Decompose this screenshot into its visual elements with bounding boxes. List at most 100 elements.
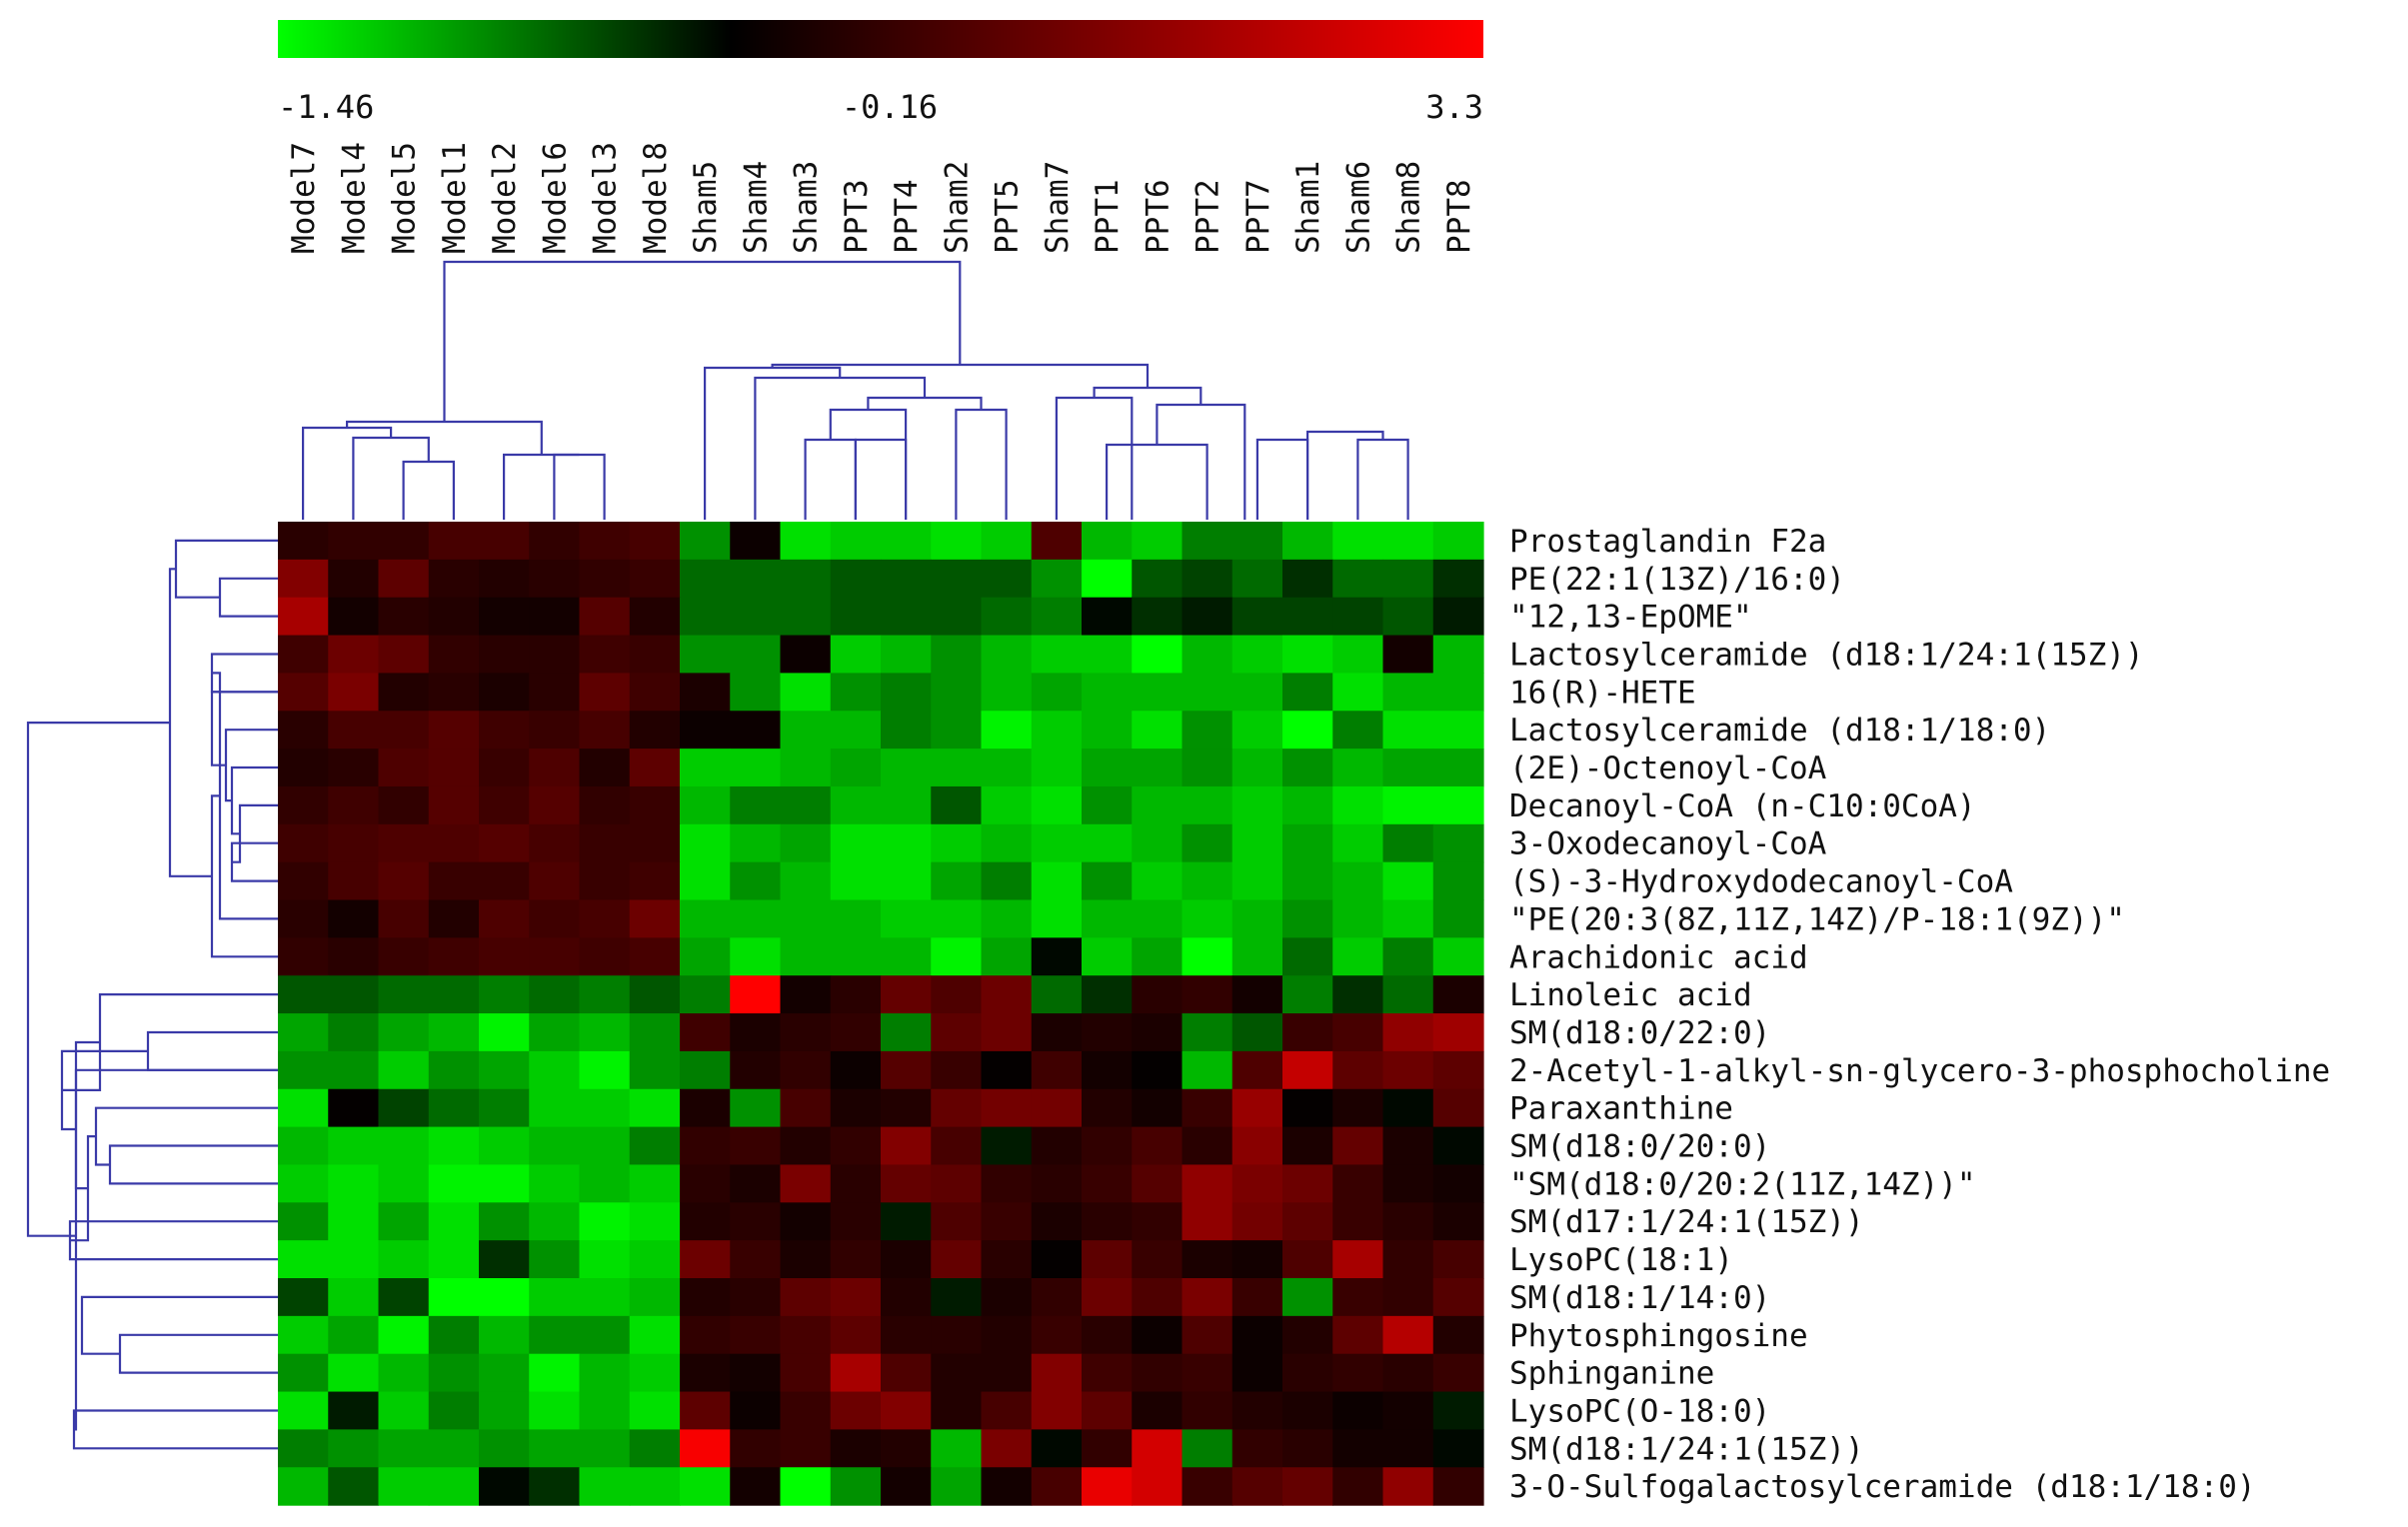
heatmap-cell xyxy=(1082,861,1133,901)
heatmap-cell xyxy=(1382,1164,1434,1203)
heatmap-cell xyxy=(730,673,782,712)
heatmap-cell xyxy=(780,522,832,561)
heatmap-cell xyxy=(1132,1164,1184,1203)
heatmap-cell xyxy=(1031,1240,1083,1279)
column-label: PPT3 xyxy=(839,179,875,254)
heatmap-cell xyxy=(1282,1467,1333,1506)
heatmap-cell xyxy=(881,937,932,976)
heatmap-cell xyxy=(328,1467,380,1506)
heatmap-cell xyxy=(1182,1278,1233,1317)
heatmap-cell xyxy=(1031,711,1083,750)
heatmap-cell xyxy=(278,1391,329,1430)
row-label: Prostaglandin F2a xyxy=(1509,524,1826,560)
heatmap-cell xyxy=(1231,1050,1283,1090)
heatmap-cell xyxy=(931,597,983,637)
heatmap-cell xyxy=(278,1164,329,1203)
heatmap-cell xyxy=(378,673,430,712)
heatmap-cell xyxy=(680,937,731,976)
heatmap-cell xyxy=(1132,749,1184,787)
heatmap-cell xyxy=(428,635,480,674)
heatmap-cell xyxy=(881,559,932,599)
heatmap-cell xyxy=(378,1353,430,1393)
dendrogram-branch xyxy=(80,1295,278,1355)
heatmap-cell xyxy=(579,711,631,750)
column-label: PPT8 xyxy=(1441,179,1477,254)
heatmap-cell xyxy=(1432,711,1484,750)
row-label: Lactosylceramide (d18:1/18:0) xyxy=(1509,713,2050,749)
heatmap-cell xyxy=(780,1353,832,1393)
heatmap-cell xyxy=(680,975,731,1014)
heatmap-cell xyxy=(479,823,530,863)
heatmap-cell xyxy=(680,1126,731,1166)
heatmap-cell xyxy=(328,937,380,976)
heatmap-cell xyxy=(378,1050,430,1090)
heatmap-cell xyxy=(680,673,731,712)
dendrogram-branch xyxy=(94,1106,278,1166)
heatmap-cell xyxy=(1082,635,1133,674)
heatmap-cell xyxy=(1082,823,1133,863)
row-label: Linoleic acid xyxy=(1509,977,1752,1013)
heatmap-cell xyxy=(479,1391,530,1430)
heatmap-cell xyxy=(881,1353,932,1393)
heatmap-cell xyxy=(730,559,782,599)
heatmap-cell xyxy=(1182,1429,1233,1468)
heatmap-cell xyxy=(1432,597,1484,637)
dendrogram-branch xyxy=(174,539,278,599)
heatmap-cell xyxy=(1282,597,1333,637)
heatmap-cell xyxy=(830,1278,882,1317)
heatmap-cell xyxy=(830,899,882,938)
heatmap-cell xyxy=(1031,1278,1083,1317)
column-label: Sham5 xyxy=(688,161,724,254)
heatmap-cell xyxy=(1082,559,1133,599)
heatmap-cell xyxy=(479,635,530,674)
column-label: Sham4 xyxy=(738,161,774,254)
heatmap-cell xyxy=(730,937,782,976)
heatmap-cell xyxy=(1282,1240,1333,1279)
heatmap-cell xyxy=(428,559,480,599)
heatmap-cell xyxy=(629,1202,681,1241)
heatmap-cell xyxy=(931,1391,983,1430)
heatmap-cell xyxy=(780,861,832,901)
heatmap-cell xyxy=(378,597,430,637)
heatmap-cell xyxy=(1332,1164,1384,1203)
heatmap-cell xyxy=(428,899,480,938)
heatmap-cell xyxy=(378,899,430,938)
heatmap-cell xyxy=(1182,1202,1233,1241)
heatmap-cell xyxy=(931,1467,983,1506)
heatmap-cell xyxy=(1132,1467,1184,1506)
heatmap-cell xyxy=(1231,1240,1283,1279)
heatmap-cell xyxy=(328,1391,380,1430)
heatmap-cell xyxy=(1231,673,1283,712)
row-label: PE(22:1(13Z)/16:0) xyxy=(1509,562,1845,598)
heatmap-cell xyxy=(629,597,681,637)
heatmap-cell xyxy=(579,1013,631,1052)
column-label: PPT7 xyxy=(1240,179,1276,254)
heatmap-cell xyxy=(1132,635,1184,674)
heatmap-cell xyxy=(730,1013,782,1052)
heatmap-cell xyxy=(931,1353,983,1393)
heatmap-cell xyxy=(479,1240,530,1279)
heatmap-cell xyxy=(1231,1202,1283,1241)
heatmap-cell xyxy=(1132,1240,1184,1279)
column-label: Sham3 xyxy=(789,161,825,254)
heatmap-cell xyxy=(1432,1202,1484,1241)
heatmap-cell xyxy=(579,635,631,674)
heatmap-cell xyxy=(1282,861,1333,901)
heatmap-cell xyxy=(881,711,932,750)
heatmap-cell xyxy=(931,861,983,901)
heatmap-cell xyxy=(378,1391,430,1430)
heatmap-cell xyxy=(1332,1240,1384,1279)
row-label: Decanoyl-CoA (n-C10:0CoA) xyxy=(1509,788,1976,824)
heatmap-cell xyxy=(881,1240,932,1279)
heatmap-cell xyxy=(1332,559,1384,599)
heatmap-cell xyxy=(730,1088,782,1128)
heatmap-cell xyxy=(1231,1278,1283,1317)
dendrogram-branch xyxy=(1156,403,1246,520)
heatmap-cells xyxy=(278,522,1484,1506)
heatmap-cell xyxy=(529,522,581,561)
heatmap-cell xyxy=(1382,1353,1434,1393)
heatmap-cell xyxy=(680,711,731,750)
heatmap-cell xyxy=(1382,597,1434,637)
heatmap-cell xyxy=(479,597,530,637)
heatmap-cell xyxy=(981,749,1033,787)
